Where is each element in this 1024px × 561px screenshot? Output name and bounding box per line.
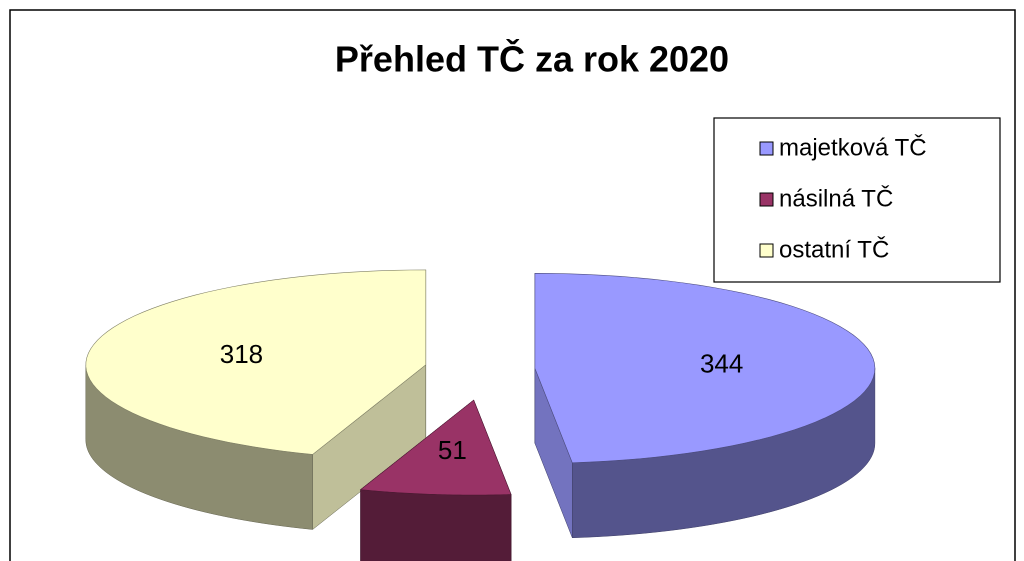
- legend-swatch: [759, 141, 774, 156]
- slice-top: [534, 273, 876, 464]
- chart-frame: [9, 9, 1016, 561]
- slice-side: [360, 489, 512, 561]
- chart-title: Přehled TČ za rok 2020: [335, 38, 729, 80]
- slice-top: [359, 399, 512, 496]
- legend-label: násilná TČ: [779, 184, 893, 212]
- pie-slice: 344: [534, 273, 876, 539]
- slice-top: [85, 269, 427, 455]
- legend: majetková TČ násilná TČ ostatní TČ: [759, 133, 927, 263]
- legend-label: ostatní TČ: [779, 235, 889, 263]
- data-label: 344: [700, 348, 743, 378]
- legend-label: majetková TČ: [779, 133, 927, 161]
- pie-slice: 51: [359, 399, 512, 561]
- pie: 318 344 51: [85, 269, 876, 561]
- data-label: 51: [438, 435, 467, 465]
- legend-swatch: [759, 243, 774, 258]
- pie-slice: 318: [85, 269, 427, 530]
- data-label: 318: [220, 339, 263, 369]
- legend-swatch: [759, 192, 774, 207]
